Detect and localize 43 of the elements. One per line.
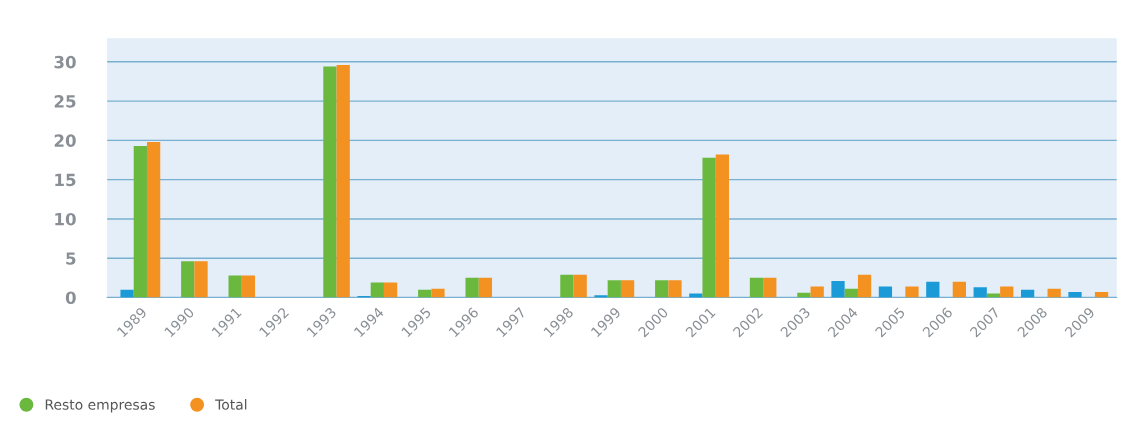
bar: [336, 64, 350, 298]
bar: [181, 261, 195, 298]
y-tick-label: 25: [54, 95, 76, 108]
legend-label: Resto empresas: [45, 399, 155, 413]
bar: [668, 280, 682, 298]
bar: [763, 277, 777, 298]
y-tick-label: 15: [55, 173, 76, 187]
bar: [857, 274, 872, 298]
bar: [383, 282, 398, 298]
bar: [607, 280, 621, 298]
bar: [831, 281, 845, 298]
bar: [655, 280, 669, 298]
legend-label: Total: [215, 399, 247, 410]
bar: [370, 282, 384, 298]
bar: [702, 157, 716, 298]
bar: [465, 277, 479, 298]
bar: [973, 287, 987, 298]
bar: [560, 274, 574, 298]
bar: [573, 274, 587, 298]
y-tick-label: 30: [54, 55, 76, 69]
bar: [715, 154, 730, 298]
bar: [1068, 292, 1082, 298]
bar: [926, 281, 940, 298]
bar: [749, 277, 764, 298]
bar: [133, 145, 147, 298]
bar: [952, 281, 966, 298]
bar: [478, 277, 493, 298]
bar: [844, 288, 858, 298]
bar: [594, 295, 608, 298]
bar: [146, 141, 161, 298]
y-tick-label: 5: [66, 252, 76, 265]
bar: [620, 280, 635, 298]
bar: [323, 66, 337, 298]
bar: [228, 275, 242, 298]
bar: [194, 261, 208, 298]
bar: [1047, 288, 1061, 298]
bar: [120, 289, 134, 298]
y-tick-label: 10: [55, 212, 76, 226]
bar: [905, 286, 919, 298]
y-tick-label: 20: [54, 134, 76, 147]
y-tick-label: 0: [65, 291, 76, 305]
bar: [431, 288, 445, 298]
bar: [241, 275, 256, 298]
